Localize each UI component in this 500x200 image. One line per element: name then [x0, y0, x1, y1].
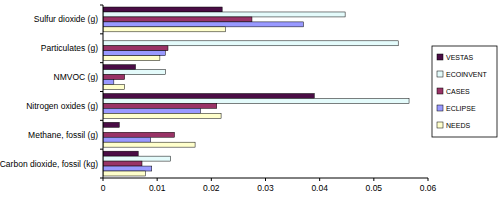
legend-swatch: [437, 88, 443, 94]
category-tick: [100, 5, 103, 6]
tick: [319, 178, 320, 181]
category-tick: [100, 33, 103, 34]
bar: [103, 46, 168, 51]
bar: [103, 171, 145, 176]
bar: [103, 156, 171, 161]
tick: [373, 178, 374, 181]
legend-label: CASES: [446, 88, 470, 95]
bar: [103, 151, 138, 156]
tick: [265, 178, 266, 181]
bar: [103, 108, 201, 113]
tick-label: 0.02: [203, 183, 220, 193]
tick-label: 0.04: [311, 183, 328, 193]
legend-label: VESTAS: [446, 54, 473, 61]
bars: [103, 7, 409, 176]
category-tick: [100, 62, 103, 63]
bar: [103, 12, 345, 17]
category-label: Methane, fossil (g): [28, 130, 98, 140]
tick: [103, 178, 104, 181]
bar: [103, 56, 160, 61]
bar: [103, 142, 195, 147]
bar: [103, 137, 151, 142]
bar: [103, 161, 142, 166]
tick-label: 0.03: [257, 183, 274, 193]
tick: [211, 178, 212, 181]
bar: [103, 22, 303, 27]
bar: [103, 51, 165, 56]
legend-swatch: [437, 71, 443, 77]
bar: [103, 122, 119, 127]
legend: [432, 46, 497, 137]
tick: [428, 178, 429, 181]
bar: [103, 41, 398, 46]
bar: [103, 166, 152, 171]
bar: [103, 75, 125, 80]
bar: [103, 65, 136, 70]
category-label: Sulfur dioxide (g): [34, 14, 98, 24]
category-tick: [100, 149, 103, 150]
tick: [157, 178, 158, 181]
tick-label: 0.05: [366, 183, 383, 193]
bar: [103, 132, 175, 137]
tick-label: 0.06: [420, 183, 437, 193]
bar: [103, 7, 222, 12]
tick-label: 0.01: [149, 183, 166, 193]
legend-swatch: [437, 54, 443, 60]
bar: [103, 98, 409, 103]
legend-label: ECOINVENT: [446, 71, 488, 78]
category-label: NMVOC (g): [54, 72, 99, 82]
bar: [103, 94, 314, 99]
bar: [103, 17, 252, 22]
category-label: Particulates (g): [41, 43, 98, 53]
bar: [103, 70, 165, 75]
legend-label: NEEDS: [446, 122, 470, 129]
category-tick: [100, 120, 103, 121]
bar: [103, 113, 221, 118]
legend-label: ECLIPSE: [446, 105, 476, 112]
legend-swatch: [437, 122, 443, 128]
tick-label: 0: [101, 183, 106, 193]
bar: [103, 103, 217, 108]
bar: [103, 27, 225, 32]
bar: [103, 80, 114, 85]
bar: [103, 85, 125, 90]
chart: Sulfur dioxide (g) Particulates (g) NMVOC …: [0, 0, 500, 200]
category-tick: [100, 91, 103, 92]
category-label: Carbon dioxide, fossil (kg): [0, 159, 98, 169]
category-label: Nitrogen oxides (g): [26, 101, 98, 111]
legend-swatch: [437, 105, 443, 111]
